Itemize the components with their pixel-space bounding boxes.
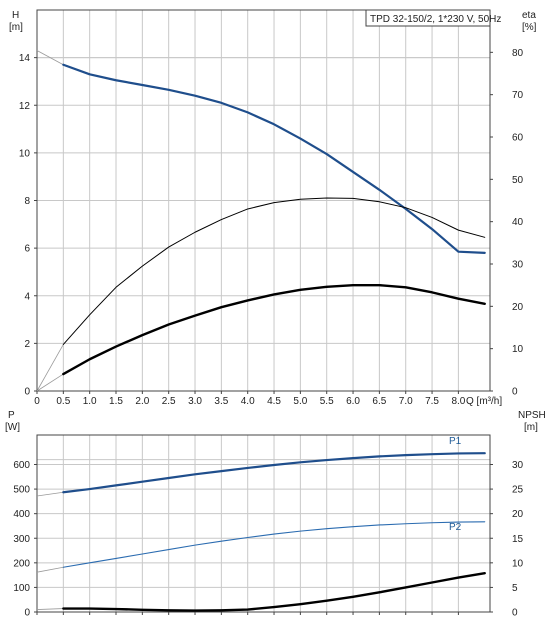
right-tick-label: 50 <box>512 175 524 186</box>
right-tick-label: 5 <box>512 583 518 594</box>
x-tick-label: 2.0 <box>135 396 149 407</box>
right-tick-label: 20 <box>512 302 524 313</box>
right-tick-label: 0 <box>512 387 518 398</box>
x-tick-label: 1.0 <box>83 396 97 407</box>
legend-label: TPD 32-150/2, 1*230 V, 50Hz <box>370 14 501 25</box>
right-tick-label: 40 <box>512 217 524 228</box>
left-tick-label: 600 <box>13 460 30 471</box>
p2-curve-label: P2 <box>449 522 462 533</box>
x-tick-label: 3.0 <box>188 396 202 407</box>
p1-extrapolation-line <box>36 491 64 497</box>
left-tick-label: 200 <box>13 558 30 569</box>
x-tick-label: 0 <box>34 396 40 407</box>
x-tick-label: 5.5 <box>320 396 334 407</box>
bottom-left-axis-unit: [W] <box>5 422 20 433</box>
x-tick-label: 6.5 <box>372 396 386 407</box>
left-tick-label: 100 <box>13 583 30 594</box>
eta_total-curve <box>62 283 486 376</box>
x-tick-label: 4.0 <box>241 396 255 407</box>
top-curves <box>36 50 486 392</box>
left-tick-label: 14 <box>19 53 31 64</box>
left-tick-label: 8 <box>24 196 30 207</box>
p2-extrapolation-line <box>36 566 64 573</box>
bottom-ticks: 0 100 200 300 400 500 600 0 5 10 15 20 25 30 <box>13 460 523 619</box>
bottom-right-axis-symbol: NPSH <box>518 410 546 421</box>
x-tick-label: 6.0 <box>346 396 360 407</box>
h-curve <box>62 63 486 254</box>
right-tick-label: 30 <box>512 460 524 471</box>
top-right-axis-symbol: eta <box>522 10 536 21</box>
right-tick-label: 25 <box>512 485 524 496</box>
right-tick-label: 80 <box>512 48 524 59</box>
left-tick-label: 2 <box>24 339 30 350</box>
top-right-axis-unit: [%] <box>522 22 537 33</box>
left-tick-label: 4 <box>24 291 30 302</box>
h-extrapolation-line <box>36 50 64 66</box>
right-tick-label: 10 <box>512 558 524 569</box>
eta_total-extrapolation-line <box>36 373 64 392</box>
right-tick-label: 20 <box>512 509 524 520</box>
left-tick-label: 400 <box>13 509 30 520</box>
bottom-curves <box>36 452 486 612</box>
eta_p1-curve <box>62 197 486 345</box>
right-tick-label: 10 <box>512 344 524 355</box>
left-tick-label: 6 <box>24 244 30 255</box>
top-left-axis-symbol: H <box>12 10 19 21</box>
bottom-right-axis-unit: [m] <box>524 422 538 433</box>
right-tick-label: 70 <box>512 90 524 101</box>
eta_p1-extrapolation-line <box>36 344 64 392</box>
left-tick-label: 500 <box>13 485 30 496</box>
x-tick-label: 0.5 <box>56 396 70 407</box>
p1-curve <box>62 452 486 494</box>
top-left-axis-unit: [m] <box>9 22 23 33</box>
top-x-axis-label: Q [m³/h] <box>466 396 502 407</box>
top-ticks: 0 0.5 1.0 1.5 2.0 2.5 3.0 3.5 4.0 4.5 5.0 5.5 6.0 6.5… <box>19 48 524 407</box>
right-tick-label: 30 <box>512 260 524 271</box>
x-tick-label: 2.5 <box>162 396 176 407</box>
top-grid <box>36 10 490 392</box>
left-tick-label: 0 <box>24 608 30 619</box>
bottom-left-axis-symbol: P <box>8 410 15 421</box>
right-tick-label: 0 <box>512 608 518 619</box>
legend-box <box>365 9 491 27</box>
p1-curve-label: P1 <box>449 436 462 447</box>
x-tick-label: 8.0 <box>451 396 465 407</box>
npsh-extrapolation-line <box>36 608 64 610</box>
npsh-curve <box>62 571 486 612</box>
left-tick-label: 0 <box>24 387 30 398</box>
x-tick-label: 3.5 <box>214 396 228 407</box>
x-tick-label: 7.0 <box>399 396 413 407</box>
x-tick-label: 1.5 <box>109 396 123 407</box>
left-tick-label: 300 <box>13 534 30 545</box>
right-tick-label: 15 <box>512 534 524 545</box>
x-tick-label: 7.5 <box>425 396 439 407</box>
right-tick-label: 60 <box>512 133 524 144</box>
p2-curve <box>62 521 486 568</box>
x-tick-label: 4.5 <box>267 396 281 407</box>
bottom-plot-frame <box>36 434 491 613</box>
x-tick-label: 5.0 <box>293 396 307 407</box>
left-tick-label: 12 <box>19 101 31 112</box>
left-tick-label: 10 <box>19 148 31 159</box>
